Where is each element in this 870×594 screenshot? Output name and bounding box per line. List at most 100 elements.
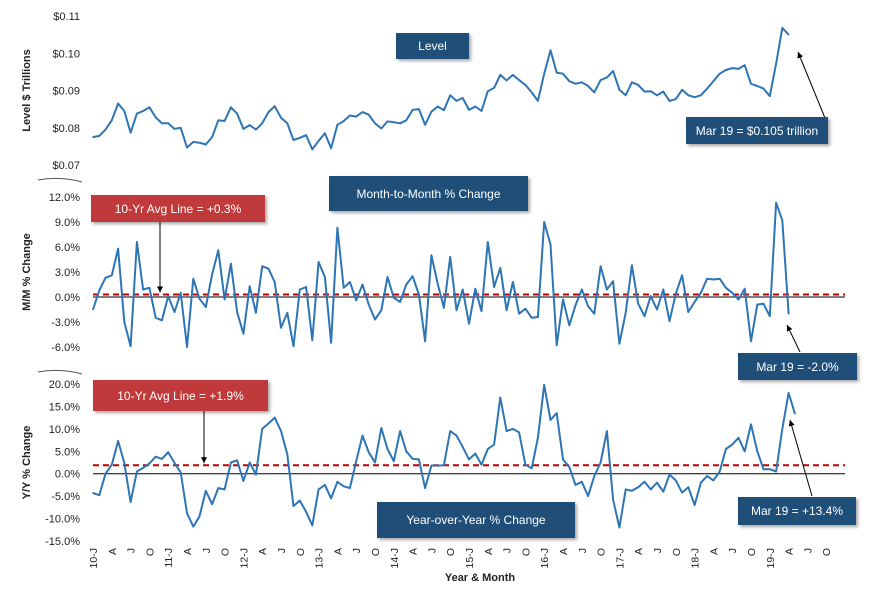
data-point <box>299 137 301 139</box>
x-tick-label: 18-J <box>690 548 702 568</box>
data-point <box>393 121 395 123</box>
data-point <box>418 293 420 296</box>
data-point <box>750 340 752 343</box>
data-point <box>405 283 408 286</box>
mm-avg-label: 10-Yr Avg Line = +0.3% <box>91 195 265 222</box>
x-tick-label: A <box>558 548 570 555</box>
data-point <box>367 113 370 116</box>
data-point <box>317 488 320 491</box>
data-point <box>668 473 671 476</box>
data-point <box>305 511 307 513</box>
series-line <box>92 201 790 348</box>
data-point <box>693 301 696 303</box>
data-point <box>468 322 470 325</box>
data-point <box>367 451 370 454</box>
data-point <box>487 90 489 92</box>
data-point <box>123 110 126 112</box>
data-point <box>687 311 690 313</box>
data-point <box>386 448 389 450</box>
data-point <box>192 277 195 280</box>
y-axis-title: Level $ Trillions <box>21 49 33 132</box>
y-tick-label: 0.0% <box>55 469 80 481</box>
data-point <box>161 122 163 125</box>
data-point <box>700 94 702 97</box>
data-point <box>743 287 746 290</box>
data-point <box>731 67 733 69</box>
data-point <box>330 497 332 500</box>
data-point <box>436 105 439 108</box>
data-point <box>618 89 621 91</box>
data-point <box>230 262 232 265</box>
data-point <box>129 501 132 503</box>
data-point <box>543 221 545 223</box>
data-point <box>418 108 420 110</box>
data-point <box>524 307 527 310</box>
data-point <box>549 49 552 52</box>
data-point <box>248 461 251 464</box>
data-point <box>286 312 289 314</box>
data-point <box>342 120 345 122</box>
data-point <box>355 460 358 463</box>
data-point <box>192 525 195 528</box>
data-point <box>624 312 627 314</box>
data-point <box>242 332 245 335</box>
data-point <box>593 312 596 315</box>
data-point <box>148 462 151 465</box>
data-point <box>775 62 777 65</box>
data-point <box>167 295 169 298</box>
data-point <box>255 128 257 131</box>
data-point <box>217 119 220 122</box>
data-point <box>568 324 571 327</box>
x-tick-label: 15-J <box>464 548 476 568</box>
data-point <box>781 219 784 222</box>
y-tick-label: $0.11 <box>53 11 80 23</box>
data-point <box>637 84 639 86</box>
data-point <box>662 288 665 291</box>
data-point <box>737 68 740 70</box>
data-point <box>518 79 520 81</box>
data-point <box>104 277 107 279</box>
data-point <box>687 94 690 97</box>
annotation-arrow <box>797 51 826 119</box>
data-point <box>167 451 169 454</box>
data-point <box>599 79 602 81</box>
data-point <box>374 122 376 125</box>
data-point <box>292 139 295 141</box>
data-point <box>530 467 533 470</box>
data-point <box>718 72 721 75</box>
x-tick-label: O <box>370 548 382 556</box>
data-point <box>555 412 558 415</box>
data-point <box>631 490 633 492</box>
data-point <box>480 110 483 112</box>
data-point <box>787 33 790 36</box>
data-point <box>292 345 295 348</box>
data-point <box>599 461 602 464</box>
data-point <box>411 275 414 278</box>
data-point <box>167 122 169 125</box>
data-point <box>148 106 151 109</box>
data-point <box>280 430 282 432</box>
data-point <box>111 463 113 466</box>
annotation-arrow <box>788 419 813 497</box>
data-point <box>499 267 502 269</box>
data-point <box>606 288 608 291</box>
data-point <box>455 100 458 102</box>
axis-break-mark-1 <box>37 177 83 183</box>
data-point <box>154 455 157 458</box>
data-point <box>662 490 665 493</box>
x-tick-label: J <box>727 548 739 553</box>
data-point <box>380 309 383 312</box>
x-tick-label: J <box>502 548 514 553</box>
data-point <box>205 306 207 308</box>
data-point <box>443 464 445 467</box>
data-point <box>756 303 759 306</box>
data-point <box>261 122 264 125</box>
data-point <box>524 463 527 466</box>
data-point <box>543 384 545 386</box>
data-point <box>211 136 213 138</box>
data-point <box>731 292 733 294</box>
data-point <box>399 430 401 432</box>
data-point <box>361 434 364 437</box>
data-point <box>336 481 339 483</box>
x-tick-label: 11-J <box>163 548 175 568</box>
